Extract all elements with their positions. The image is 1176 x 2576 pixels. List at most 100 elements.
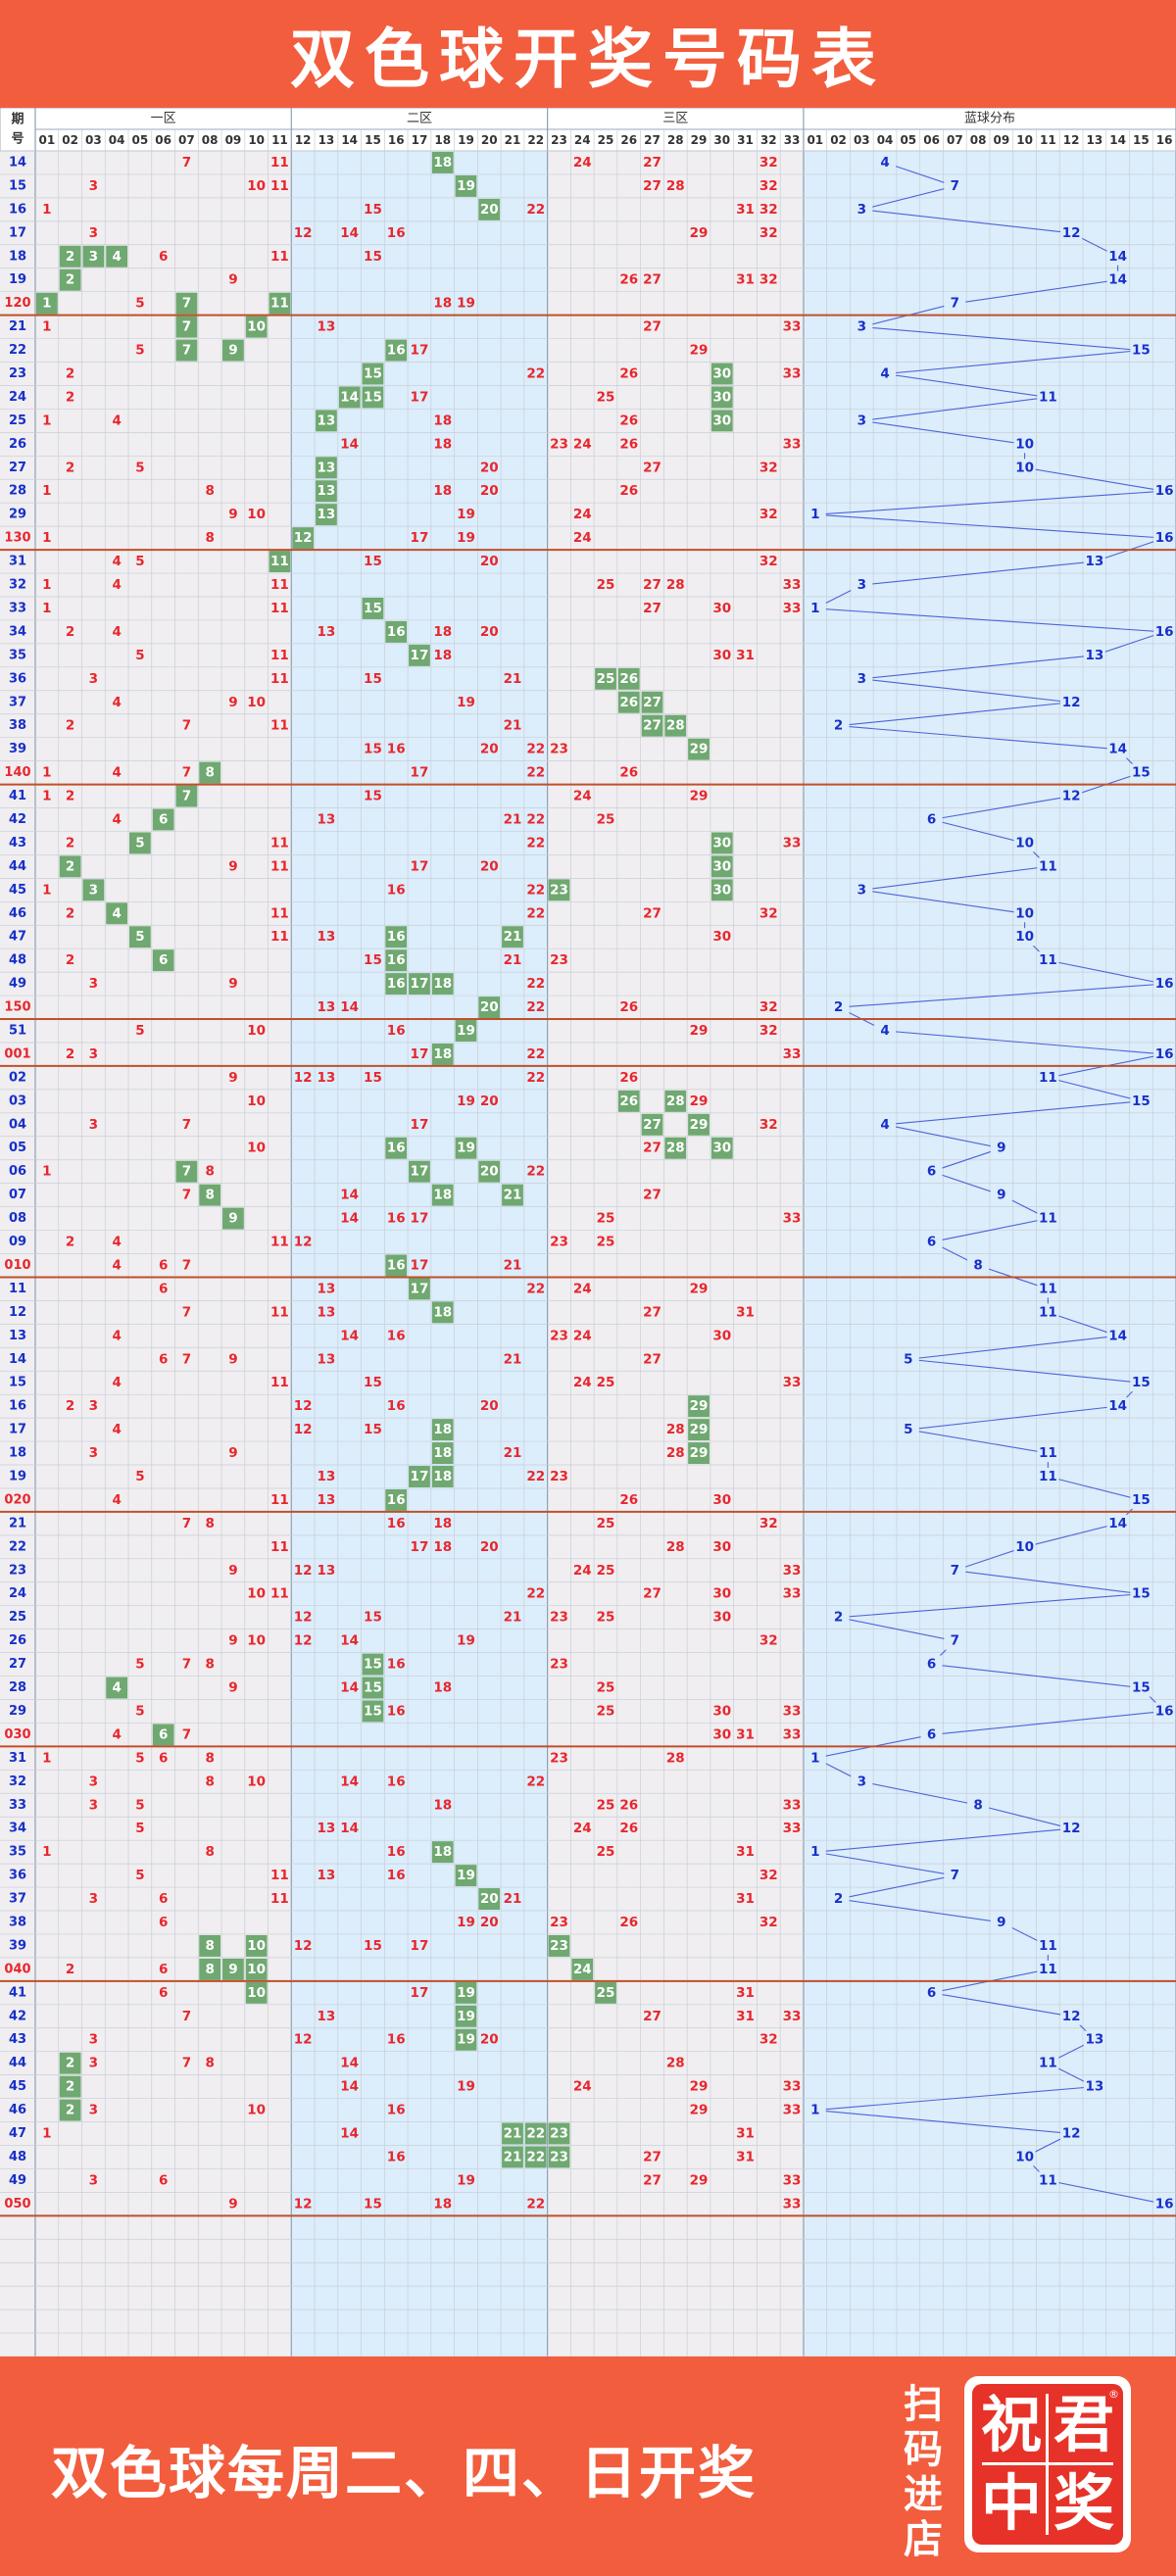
red-ball-number: 19 [457, 1868, 475, 1883]
period-label: 37 [9, 1892, 26, 1907]
red-ball-number: 5 [135, 1023, 144, 1039]
red-ball-number: 22 [526, 811, 545, 827]
blue-ball-bg [827, 1890, 850, 1909]
blue-ball-number: 1 [810, 2103, 819, 2118]
red-ball-number: 17 [411, 1985, 429, 2001]
zone3-header: 三区 [662, 112, 688, 126]
red-ball-number: 33 [783, 319, 802, 335]
red-ball-number: 13 [318, 1281, 336, 1296]
repeat-highlight [316, 504, 337, 526]
blue-ball-bg [1037, 1444, 1059, 1463]
red-ball-number: 10 [247, 2103, 266, 2118]
red-ball-number: 12 [294, 1422, 313, 1437]
period-label: 18 [9, 249, 26, 264]
repeat-highlight [710, 386, 733, 409]
red-ball-number: 24 [573, 1328, 592, 1343]
repeat-highlight [269, 551, 291, 573]
red-ball-number: 2 [66, 2103, 74, 2118]
red-ball-number: 13 [318, 1821, 336, 1836]
repeat-highlight [502, 1184, 523, 1206]
red-ball-number: 15 [364, 1938, 382, 1954]
red-ball-number: 3 [89, 1046, 98, 1062]
red-ball-number: 18 [433, 1469, 452, 1484]
period-label: 010 [4, 1258, 30, 1273]
red-ball-number: 31 [736, 2009, 755, 2024]
repeat-highlight [688, 1442, 710, 1465]
blue-ball-bg [1037, 1936, 1059, 1955]
red-ball-number: 30 [712, 365, 731, 381]
red-ball-number: 22 [526, 1774, 545, 1789]
blue-column-label: 13 [1087, 133, 1103, 147]
red-column-label: 08 [202, 133, 219, 147]
red-ball-number: 29 [690, 225, 709, 241]
repeat-highlight [362, 386, 384, 409]
red-ball-number: 3 [89, 1774, 98, 1789]
period-label: 47 [9, 2126, 26, 2141]
red-ball-number: 3 [89, 882, 98, 898]
repeat-highlight [710, 410, 733, 432]
blue-ball-number: 3 [858, 577, 866, 593]
red-ball-number: 3 [89, 1398, 98, 1414]
red-ball-number: 19 [457, 2172, 475, 2188]
red-ball-number: 27 [643, 601, 662, 616]
blue-ball-number: 15 [1132, 1094, 1151, 1109]
period-label: 05 [9, 1141, 26, 1155]
blue-ball-number: 14 [1108, 249, 1127, 265]
red-ball-number: 11 [270, 1492, 289, 1508]
blue-ball-bg [1013, 1537, 1036, 1556]
red-ball-number: 30 [712, 1539, 731, 1555]
repeat-highlight [710, 855, 733, 878]
red-column-label: 03 [85, 133, 102, 147]
repeat-highlight [431, 1184, 454, 1206]
period-label: 44 [9, 859, 26, 874]
red-ball-number: 11 [270, 1891, 289, 1907]
red-ball-number: 7 [182, 2009, 191, 2024]
blue-ball-bg [1106, 247, 1129, 266]
blue-column-label: 04 [877, 133, 894, 147]
repeat-highlight [385, 1137, 408, 1159]
red-ball-number: 18 [433, 1445, 452, 1461]
red-ball-number: 5 [135, 296, 144, 312]
red-ball-number: 11 [270, 1586, 289, 1602]
period-label: 26 [9, 1633, 26, 1648]
red-ball-number: 26 [619, 413, 638, 428]
red-ball-number: 29 [690, 1445, 709, 1461]
blue-ball-number: 13 [1085, 554, 1103, 569]
red-ball-number: 1 [42, 483, 51, 499]
period-label: 19 [9, 272, 26, 287]
red-ball-number: 16 [387, 1257, 406, 1273]
red-ball-number: 22 [526, 2196, 545, 2211]
period-label: 38 [9, 1915, 26, 1929]
blue-ball-number: 16 [1155, 483, 1174, 499]
red-ball-number: 26 [619, 483, 638, 499]
scan-to-store-text[interactable]: 扫码进店 [904, 2382, 943, 2562]
period-label: 27 [9, 1657, 26, 1672]
red-ball-number: 18 [433, 976, 452, 992]
red-ball-number: 33 [783, 1821, 802, 1836]
red-ball-number: 16 [387, 952, 406, 968]
red-ball-number: 18 [433, 1844, 452, 1860]
red-ball-number: 2 [66, 1398, 74, 1414]
red-ball-number: 5 [135, 1750, 144, 1766]
red-ball-number: 25 [597, 1844, 615, 1860]
period-label: 19 [9, 1469, 26, 1483]
red-ball-number: 24 [573, 2079, 592, 2095]
red-column-label: 22 [527, 133, 544, 147]
red-ball-number: 9 [228, 1211, 237, 1227]
red-ball-number: 28 [666, 1141, 685, 1156]
blue-ball-bg [1037, 1068, 1059, 1087]
red-ball-number: 18 [433, 1516, 452, 1531]
red-column-label: 09 [225, 133, 242, 147]
red-ball-number: 11 [270, 1375, 289, 1390]
blue-ball-bg [944, 294, 966, 313]
blue-ball-number: 11 [1039, 952, 1057, 968]
red-ball-number: 14 [340, 1188, 359, 1203]
draw-schedule-text: 双色球每周二、四、日开奖 [51, 2440, 758, 2506]
red-ball-number: 8 [205, 1750, 214, 1766]
red-ball-number: 13 [318, 1351, 336, 1367]
red-ball-number: 3 [89, 2032, 98, 2048]
red-ball-number: 2 [66, 272, 74, 288]
repeat-highlight [59, 245, 81, 267]
red-ball-number: 10 [247, 178, 266, 194]
red-ball-number: 22 [526, 976, 545, 992]
